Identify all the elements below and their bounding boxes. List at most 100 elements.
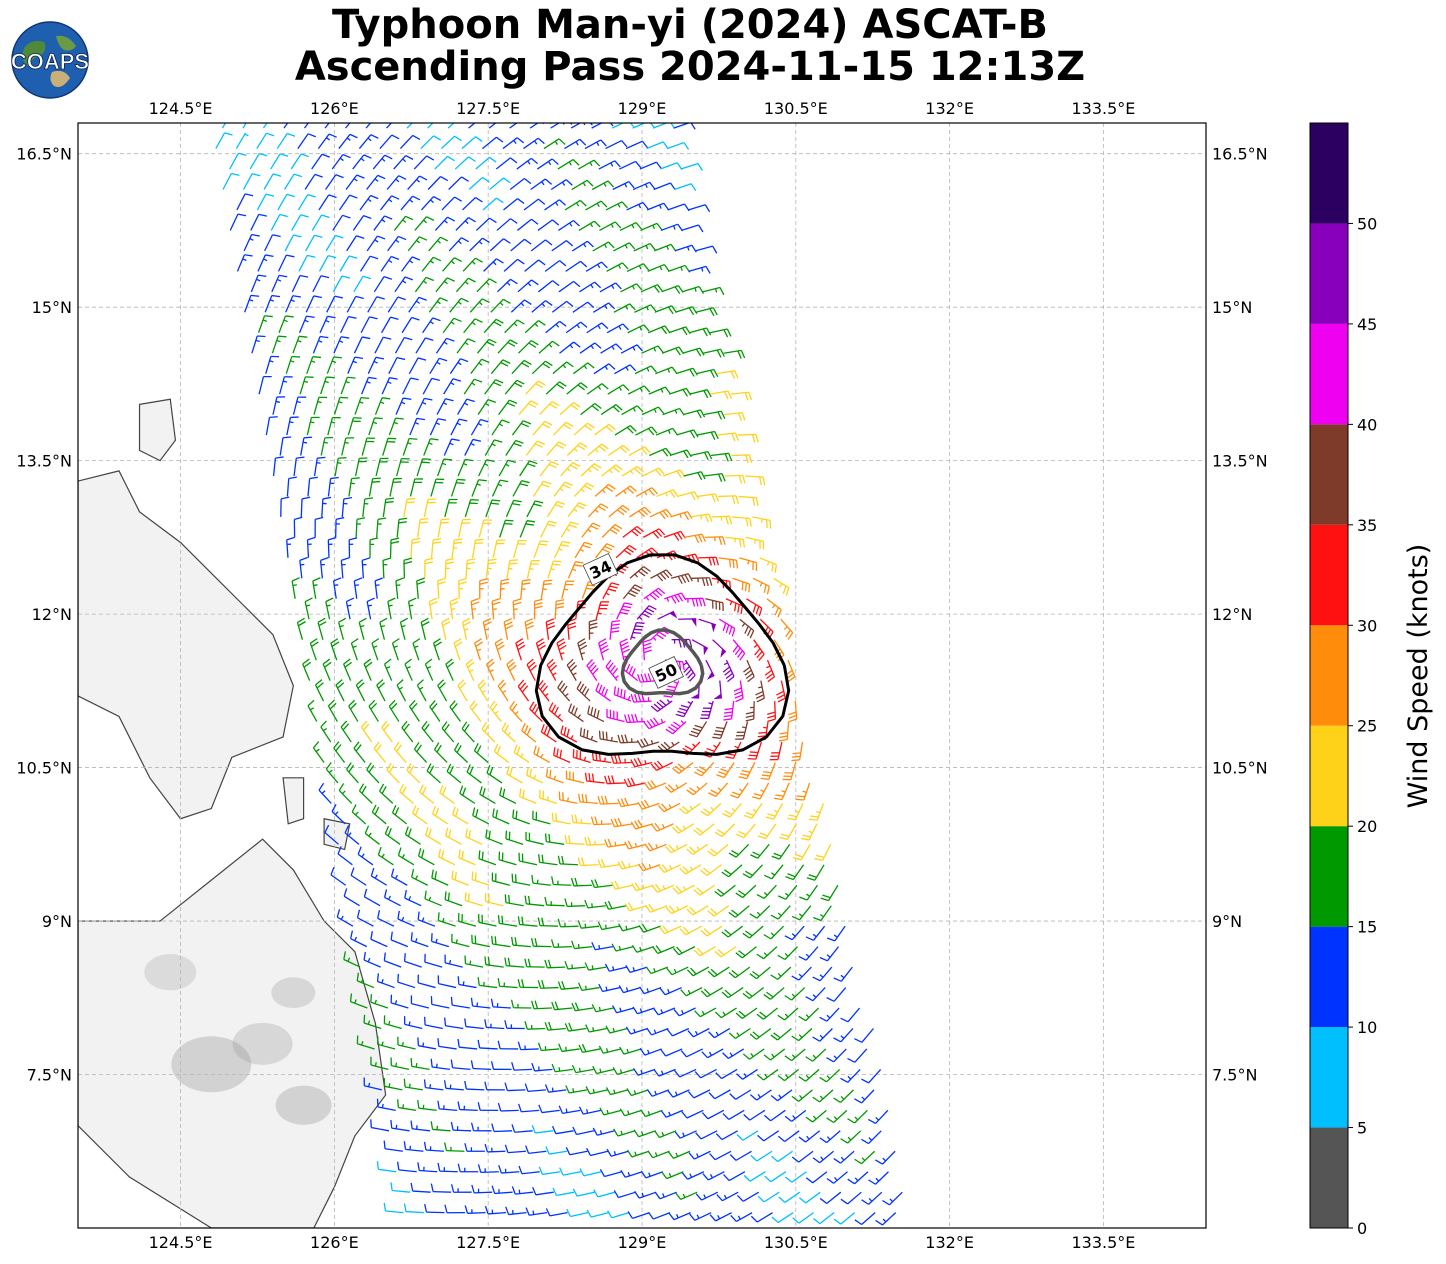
wind-barb — [578, 793, 598, 805]
wind-barb — [784, 925, 805, 941]
wind-barb — [510, 936, 531, 948]
wind-barb — [370, 1056, 389, 1071]
wind-barb — [346, 295, 364, 313]
wind-barb — [518, 339, 539, 354]
wind-barb — [580, 463, 602, 477]
wind-barb — [442, 317, 462, 334]
wind-barb — [511, 1062, 533, 1071]
wind-barb — [257, 254, 274, 272]
wind-barb — [672, 823, 695, 834]
wind-barb — [531, 1125, 554, 1134]
wind-barb — [250, 213, 268, 231]
wind-barb — [571, 179, 594, 191]
wind-barb — [610, 817, 633, 828]
wind-barb — [854, 1028, 874, 1043]
wind-barb — [533, 745, 550, 764]
siargao-land — [323, 818, 351, 851]
wind-barb — [861, 1068, 882, 1084]
wind-barb — [631, 944, 655, 953]
wind-barb — [725, 536, 746, 548]
wind-barb — [572, 749, 591, 764]
wind-barb — [598, 730, 618, 743]
wind-barb — [357, 846, 374, 866]
wind-barb — [733, 680, 744, 703]
wind-barb — [476, 278, 497, 293]
wind-barb — [688, 1150, 711, 1160]
wind-barb — [688, 721, 708, 738]
wind-barb — [616, 602, 633, 620]
wind-barb — [591, 123, 614, 129]
wind-barb — [647, 325, 671, 335]
wind-barb — [343, 658, 352, 681]
wind-barb — [441, 196, 462, 211]
wind-barb — [412, 638, 421, 661]
wind-barb — [770, 1027, 792, 1041]
wind-barb — [431, 869, 449, 886]
wind-barb — [325, 597, 334, 620]
lon-tick-label-bottom: 124.5°E — [149, 1233, 213, 1252]
wind-barb — [293, 516, 303, 538]
wind-barb — [424, 890, 442, 907]
wind-barb — [291, 274, 309, 293]
wind-barb — [646, 202, 670, 211]
wind-barb — [382, 437, 397, 456]
wind-barb — [440, 135, 462, 150]
wind-barb — [297, 193, 316, 211]
wind-barb — [327, 416, 341, 436]
wind-barb — [509, 123, 531, 129]
wind-barb — [339, 315, 357, 334]
wind-barb — [676, 429, 699, 439]
wind-barb — [585, 1024, 607, 1033]
wind-barb — [743, 803, 763, 819]
wind-barb — [736, 823, 756, 839]
wind-barb — [389, 477, 402, 497]
wind-barb — [708, 1089, 731, 1100]
wind-barb — [626, 263, 650, 272]
wind-barb — [414, 216, 435, 231]
wind-barb — [551, 1125, 574, 1135]
wind-barb — [752, 782, 770, 800]
wind-barb — [346, 235, 365, 252]
dinagat-land — [282, 777, 305, 825]
wind-barb — [353, 336, 371, 354]
wind-barb — [716, 370, 739, 380]
wind-barb — [840, 1068, 861, 1083]
colorbar-tick-label: 0 — [1357, 1219, 1367, 1238]
wind-barb — [390, 1057, 410, 1071]
wind-barb — [444, 1017, 464, 1030]
wind-barb — [767, 701, 777, 723]
wind-barb — [689, 389, 712, 399]
logo-text: COAPS — [11, 49, 89, 74]
wind-barb — [411, 805, 428, 825]
wind-barb — [638, 923, 661, 933]
wind-barb — [408, 296, 427, 313]
wind-barb — [574, 482, 595, 497]
wind-barb — [626, 1088, 649, 1097]
wind-barb — [367, 356, 385, 374]
wind-barb — [505, 499, 522, 518]
wind-barb — [523, 137, 545, 150]
wind-barb — [432, 805, 449, 825]
lat-tick-label-left: 10.5°N — [16, 759, 72, 778]
wind-barb — [419, 784, 435, 804]
wind-barb — [749, 1027, 772, 1040]
wind-barb — [371, 638, 380, 661]
wind-barb — [654, 305, 677, 315]
wind-barb — [395, 577, 404, 599]
wind-barb — [399, 617, 409, 640]
wind-barb — [686, 905, 709, 916]
wind-barb — [605, 1087, 629, 1096]
wind-barb — [390, 1119, 410, 1132]
wind-barb — [682, 347, 705, 357]
wind-barb — [265, 355, 280, 374]
wind-barb — [410, 1182, 431, 1193]
wind-barb — [330, 638, 340, 661]
wind-barb — [735, 946, 757, 959]
wind-barb — [499, 578, 510, 599]
wind-barb — [579, 1168, 602, 1177]
wind-barb — [444, 557, 455, 579]
wind-barb — [798, 1068, 820, 1082]
wind-barb — [861, 1130, 882, 1145]
wind-barb — [686, 843, 709, 855]
wind-barb — [722, 1048, 745, 1060]
